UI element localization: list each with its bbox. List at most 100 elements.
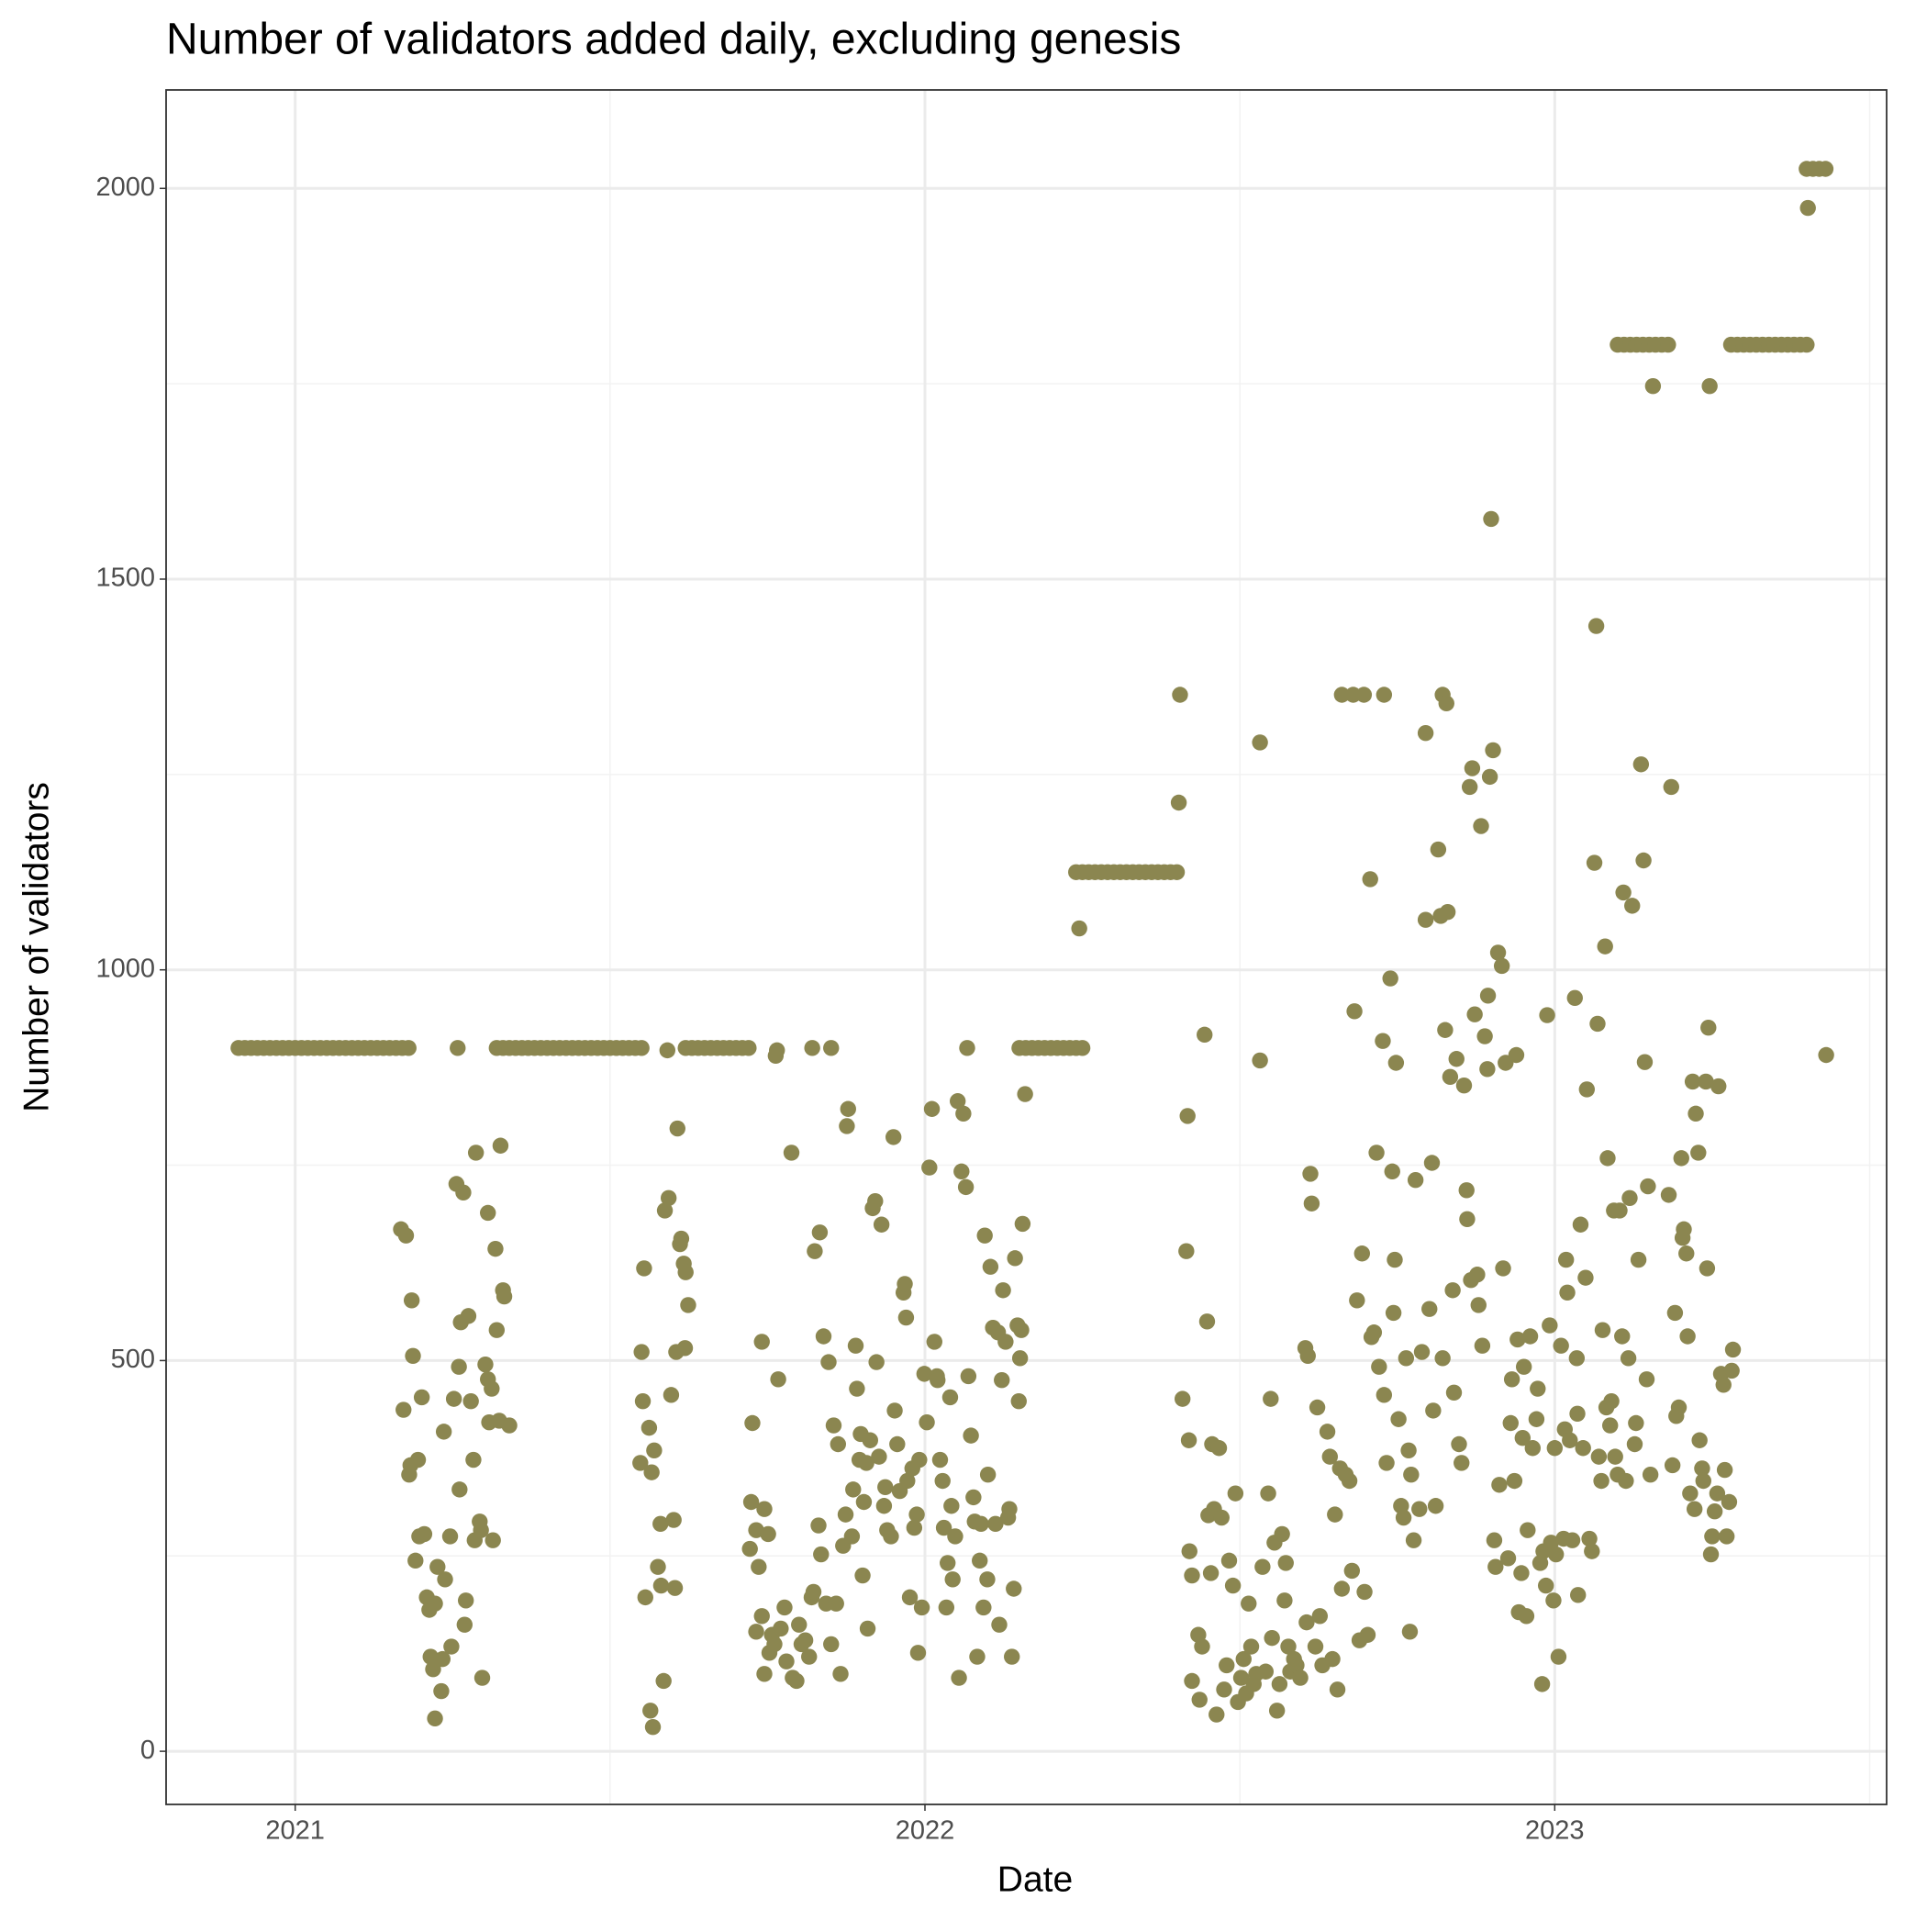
point — [455, 1184, 472, 1201]
point — [1513, 1565, 1530, 1581]
point — [760, 1525, 776, 1543]
point — [1346, 1003, 1363, 1020]
point — [1486, 1532, 1503, 1548]
point — [451, 1481, 468, 1498]
point — [1530, 1380, 1546, 1397]
point — [1309, 1399, 1326, 1416]
point — [1454, 1455, 1470, 1471]
point — [409, 1451, 427, 1469]
point — [1241, 1595, 1257, 1612]
point — [815, 1328, 832, 1345]
point — [930, 1371, 946, 1389]
point — [643, 1464, 660, 1480]
point — [1483, 510, 1499, 528]
point — [873, 1216, 890, 1233]
point — [1216, 1681, 1232, 1698]
point — [1459, 1211, 1476, 1227]
point — [1686, 1501, 1703, 1517]
point — [908, 1506, 925, 1523]
point — [1602, 1417, 1619, 1434]
point — [1663, 778, 1679, 796]
point — [1292, 1670, 1309, 1686]
point — [1341, 1472, 1358, 1490]
point — [407, 1552, 424, 1569]
point — [1632, 756, 1650, 773]
point — [949, 1093, 966, 1110]
point — [1673, 1150, 1689, 1167]
point — [1013, 1322, 1030, 1338]
point — [1581, 1530, 1598, 1547]
point — [941, 1389, 959, 1406]
point — [634, 1392, 652, 1410]
point — [1569, 1405, 1586, 1422]
point — [1690, 1145, 1707, 1161]
point — [646, 1442, 663, 1459]
point — [1179, 1108, 1196, 1124]
point — [1597, 938, 1613, 955]
x-tick-label: 2022 — [896, 1816, 955, 1846]
point — [1319, 1424, 1336, 1440]
point — [931, 1451, 949, 1469]
point — [788, 1672, 805, 1690]
point — [1194, 1638, 1210, 1655]
point — [1385, 1304, 1402, 1322]
point — [1333, 1580, 1351, 1597]
point — [1546, 1440, 1564, 1457]
point — [1706, 1503, 1723, 1520]
point — [680, 1297, 696, 1313]
point — [450, 1040, 466, 1056]
point — [1520, 1522, 1536, 1538]
point — [837, 1506, 854, 1523]
point — [1495, 1260, 1511, 1277]
point — [405, 1347, 421, 1364]
point — [1638, 1371, 1655, 1388]
point — [1442, 1068, 1459, 1086]
point — [403, 1292, 420, 1309]
point — [652, 1577, 670, 1594]
point — [955, 1105, 972, 1122]
point — [1198, 1313, 1216, 1330]
point — [1181, 1543, 1197, 1559]
point — [1587, 618, 1605, 634]
point — [1695, 1472, 1711, 1490]
point — [413, 1389, 430, 1406]
point — [673, 1230, 690, 1247]
point — [1405, 1532, 1422, 1548]
point — [997, 1334, 1014, 1350]
point — [1191, 1692, 1208, 1708]
point — [477, 1356, 494, 1373]
point — [1635, 852, 1652, 869]
point — [1263, 1390, 1279, 1407]
point — [637, 1589, 653, 1606]
point — [1401, 1624, 1419, 1640]
point — [485, 1532, 501, 1548]
point — [751, 1558, 767, 1575]
point — [652, 1515, 669, 1533]
point — [753, 1608, 770, 1625]
point — [636, 1260, 652, 1277]
point — [766, 1636, 783, 1653]
point — [944, 1571, 961, 1588]
point — [742, 1493, 760, 1511]
point — [1710, 1078, 1727, 1095]
point — [1572, 1216, 1589, 1233]
point — [810, 1517, 827, 1534]
point — [1564, 1532, 1581, 1548]
point — [854, 1567, 871, 1584]
y-tick-label: 0 — [140, 1736, 155, 1765]
point — [847, 1337, 864, 1354]
point — [1621, 1189, 1638, 1207]
point — [1434, 1350, 1451, 1367]
point — [397, 1227, 415, 1244]
point — [1311, 1608, 1329, 1625]
point — [953, 1163, 970, 1180]
point — [660, 1189, 677, 1207]
point — [1356, 1583, 1373, 1601]
point — [1439, 903, 1456, 921]
point — [1704, 1528, 1721, 1545]
point — [1175, 1390, 1191, 1407]
point — [434, 1650, 451, 1668]
point — [1678, 1245, 1695, 1262]
point — [1716, 1461, 1733, 1479]
